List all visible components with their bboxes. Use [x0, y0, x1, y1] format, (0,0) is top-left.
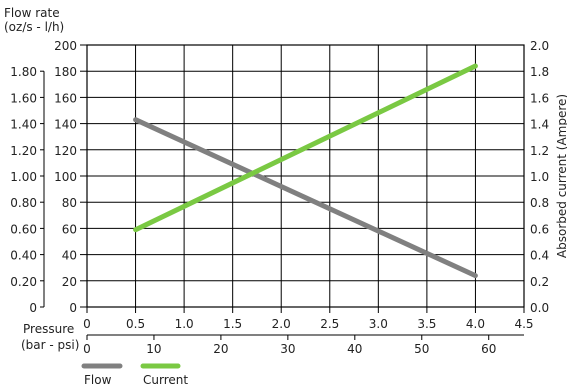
- y-tick-ampere: 0.8: [530, 196, 549, 210]
- x-tick-psi: 20: [213, 342, 228, 356]
- y-tick-lh: 100: [54, 170, 77, 184]
- y-tick-lh: 0: [69, 301, 77, 315]
- x-tick-psi: 60: [481, 342, 496, 356]
- y-tick-lh: 160: [54, 91, 77, 105]
- x-tick-bar: 1.5: [223, 317, 242, 331]
- x-tick-bar: 1.0: [175, 317, 194, 331]
- legend-current-label: Current: [143, 373, 188, 387]
- y-tick-ampere: 1.0: [530, 170, 549, 184]
- y-tick-oz: 0.80: [10, 196, 37, 210]
- x-tick-psi: 50: [414, 342, 429, 356]
- y-axis-flow-label-line1: Flow rate: [4, 6, 60, 20]
- y-tick-ampere: 0.6: [530, 222, 549, 236]
- series: [133, 63, 478, 279]
- y-tick-ampere: 1.4: [530, 118, 549, 132]
- series-line-current: [133, 63, 478, 233]
- x-tick-psi: 0: [83, 342, 91, 356]
- legend: Flow Current: [81, 363, 188, 387]
- y-tick-oz: 0.60: [10, 222, 37, 236]
- y-tick-lh: 20: [62, 275, 77, 289]
- x-tick-bar: 3.5: [417, 317, 436, 331]
- x-tick-bar: 0: [83, 317, 91, 331]
- legend-flow-label: Flow: [84, 373, 112, 387]
- y-tick-lh: 180: [54, 65, 77, 79]
- y-tick-lh: 40: [62, 249, 77, 263]
- y-tick-ampere: 2.0: [530, 39, 549, 53]
- y-tick-lh: 200: [54, 39, 77, 53]
- y-tick-oz: 1.20: [10, 144, 37, 158]
- series-line-flow: [133, 117, 478, 279]
- x-tick-psi: 10: [146, 342, 161, 356]
- y-tick-lh: 60: [62, 222, 77, 236]
- x-tick-bar: 2.5: [320, 317, 339, 331]
- y-tick-ampere: 1.2: [530, 144, 549, 158]
- y-tick-ampere: 0.2: [530, 275, 549, 289]
- y-tick-oz: 1.00: [10, 170, 37, 184]
- y-tick-oz: 0: [29, 301, 37, 315]
- x-tick-bar: 4.5: [514, 317, 533, 331]
- x-axis-label-line2: (bar - psi): [21, 338, 79, 352]
- y-tick-ampere: 1.8: [530, 65, 549, 79]
- y-tick-lh: 140: [54, 118, 77, 132]
- x-axis-label-line1: Pressure: [23, 322, 74, 336]
- y-tick-lh: 80: [62, 196, 77, 210]
- y-tick-oz: 0.40: [10, 249, 37, 263]
- y-tick-oz: 1.40: [10, 118, 37, 132]
- y-tick-oz: 0.20: [10, 275, 37, 289]
- y-axis-current-label: Absorbed current (Ampere): [555, 94, 567, 258]
- y-tick-ampere: 0.0: [530, 301, 549, 315]
- y-tick-ampere: 0.4: [530, 249, 549, 263]
- y-tick-ampere: 1.6: [530, 91, 549, 105]
- x-tick-bar: 3.0: [369, 317, 388, 331]
- axes: 2001801601401201008060402001.801.601.401…: [10, 39, 549, 356]
- x-tick-bar: 4.0: [466, 317, 485, 331]
- y-tick-oz: 1.60: [10, 91, 37, 105]
- y-tick-lh: 120: [54, 144, 77, 158]
- y-axis-flow-label-line2: (oz/s - l/h): [4, 20, 64, 34]
- y-tick-oz: 1.80: [10, 65, 37, 79]
- x-tick-psi: 40: [347, 342, 362, 356]
- x-tick-psi: 30: [280, 342, 295, 356]
- x-tick-bar: 2.0: [272, 317, 291, 331]
- x-tick-bar: 0.5: [126, 317, 145, 331]
